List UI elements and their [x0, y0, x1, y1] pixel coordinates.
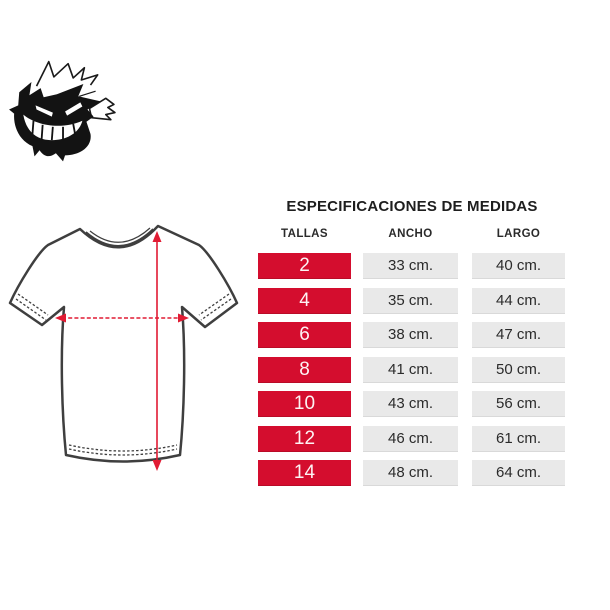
- largo-cell: 44 cm.: [472, 287, 565, 314]
- size-cell: 8: [258, 356, 351, 383]
- gengar-logo-icon: [9, 60, 116, 162]
- table-row: 4 35 cm. 44 cm.: [258, 287, 566, 314]
- table-row: 12 46 cm. 61 cm.: [258, 425, 566, 452]
- table-row: 8 41 cm. 50 cm.: [258, 356, 566, 383]
- size-cell: 6: [258, 322, 351, 348]
- table-row: 2 33 cm. 40 cm.: [258, 253, 566, 279]
- largo-cell: 64 cm.: [472, 460, 565, 486]
- gengar-body: [9, 82, 101, 162]
- table-body: 2 33 cm. 40 cm. 4 35 cm. 44 cm. 6 38 cm.…: [258, 253, 566, 486]
- largo-cell: 40 cm.: [472, 253, 565, 279]
- largo-cell: 47 cm.: [472, 322, 565, 348]
- collar-rib-2: [89, 227, 151, 243]
- table-row: 10 43 cm. 56 cm.: [258, 391, 566, 417]
- table-title: ESPECIFICACIONES DE MEDIDAS: [286, 198, 538, 215]
- collar-rib-1: [85, 228, 154, 247]
- size-cell: 12: [258, 425, 351, 452]
- hem-stitch-1: [68, 444, 178, 452]
- left-cuff-stitch-2: [17, 293, 49, 316]
- measurements-table: ESPECIFICACIONES DE MEDIDAS TALLAS ANCHO…: [258, 198, 566, 486]
- largo-cell: 50 cm.: [472, 356, 565, 383]
- ancho-cell: 33 cm.: [363, 253, 458, 279]
- left-cuff-stitch: [15, 298, 47, 321]
- ancho-cell: 43 cm.: [363, 391, 458, 417]
- left-eye: [35, 105, 53, 117]
- ancho-cell: 46 cm.: [363, 425, 458, 452]
- size-cell: 2: [258, 253, 351, 279]
- sketch-spikes: [35, 60, 99, 87]
- right-cuff-stitch: [200, 298, 232, 321]
- size-cell: 4: [258, 287, 351, 314]
- ancho-cell: 38 cm.: [363, 322, 458, 348]
- right-eye: [65, 102, 83, 116]
- column-header-ancho: ANCHO: [388, 228, 433, 240]
- ancho-cell: 35 cm.: [363, 287, 458, 314]
- width-arrow: [55, 313, 189, 323]
- sketch-line: [79, 90, 96, 97]
- hand-outline: [88, 97, 116, 121]
- table-header-row: TALLAS ANCHO LARGO: [258, 228, 566, 240]
- shirt-outline: [8, 224, 239, 463]
- ancho-cell: 48 cm.: [363, 460, 458, 486]
- largo-cell: 56 cm.: [472, 391, 565, 417]
- column-header-largo: LARGO: [496, 228, 541, 240]
- tshirt-diagram: [8, 224, 239, 471]
- size-cell: 10: [258, 391, 351, 417]
- right-cuff-stitch-2: [198, 293, 230, 316]
- table-row: 6 38 cm. 47 cm.: [258, 322, 566, 348]
- teeth-lines: [31, 120, 77, 141]
- length-arrow: [152, 231, 162, 471]
- table-row: 14 48 cm. 64 cm.: [258, 460, 566, 486]
- column-header-tallas: TALLAS: [281, 228, 328, 240]
- ancho-cell: 41 cm.: [363, 356, 458, 383]
- size-cell: 14: [258, 460, 351, 486]
- largo-cell: 61 cm.: [472, 425, 565, 452]
- hem-stitch-2: [68, 448, 178, 456]
